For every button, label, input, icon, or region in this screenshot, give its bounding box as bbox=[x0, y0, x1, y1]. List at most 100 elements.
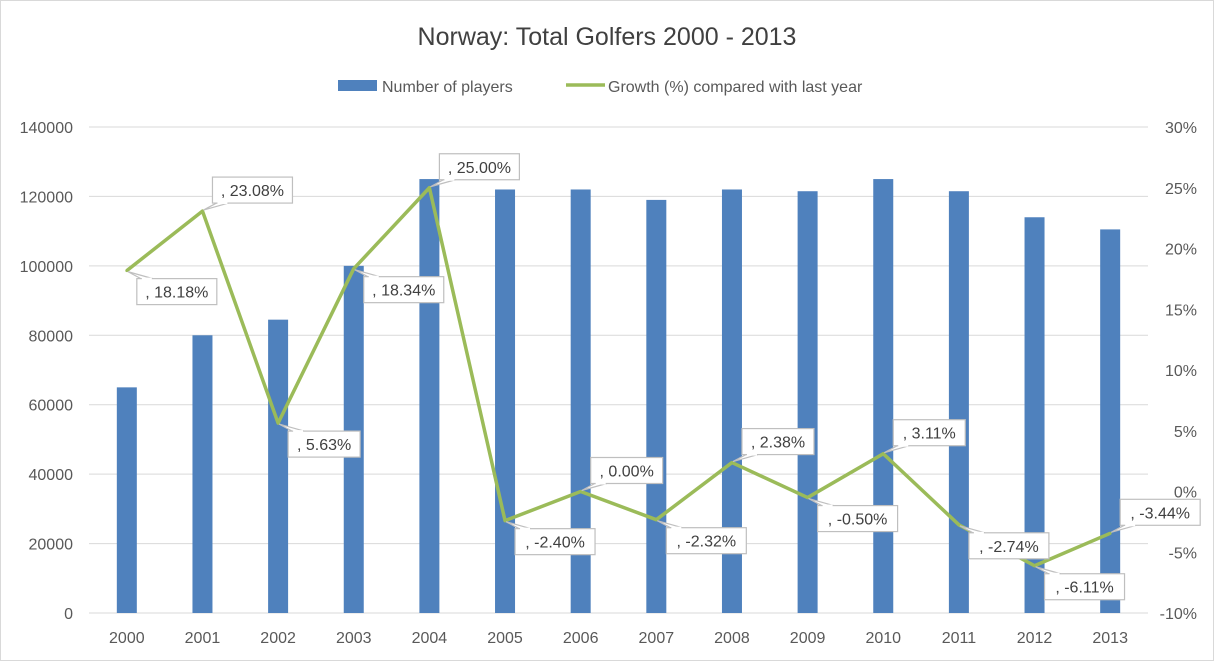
x-tick-label: 2004 bbox=[412, 630, 448, 647]
x-tick-label: 2011 bbox=[942, 630, 977, 647]
line-point bbox=[806, 496, 810, 500]
line-point bbox=[276, 421, 280, 425]
bar bbox=[268, 319, 289, 613]
legend-label-line: Growth (%) compared with last year bbox=[608, 79, 863, 96]
right-tick-label: 0% bbox=[1174, 485, 1197, 502]
bar bbox=[192, 335, 213, 613]
bar bbox=[1024, 217, 1045, 613]
data-label: , -0.50% bbox=[828, 512, 888, 529]
right-tick-label: 30% bbox=[1165, 120, 1197, 137]
bar bbox=[570, 189, 591, 613]
bar bbox=[1100, 229, 1121, 613]
line-point bbox=[579, 490, 583, 493]
left-tick-label: 80000 bbox=[29, 328, 74, 345]
x-tick-label: 2007 bbox=[639, 630, 675, 647]
line-point bbox=[503, 519, 507, 523]
x-tick-label: 2005 bbox=[487, 630, 523, 647]
data-label: , 3.11% bbox=[903, 426, 956, 443]
callout-box bbox=[817, 504, 899, 533]
x-tick-label: 2006 bbox=[563, 630, 599, 647]
legend-label-bars: Number of players bbox=[382, 79, 513, 96]
line-series bbox=[125, 186, 1112, 568]
right-tick-label: -10% bbox=[1160, 606, 1197, 623]
right-tick-label: 10% bbox=[1165, 363, 1197, 380]
x-tick-label: 2013 bbox=[1092, 630, 1128, 647]
right-tick-label: 5% bbox=[1174, 424, 1197, 441]
bar bbox=[646, 199, 667, 613]
data-label: , -2.32% bbox=[677, 534, 737, 551]
data-label-callout: , -2.40% bbox=[505, 521, 596, 556]
x-tick-label: 2001 bbox=[185, 630, 221, 647]
callout-box bbox=[665, 527, 747, 555]
callout-box bbox=[1043, 573, 1126, 601]
left-tick-label: 40000 bbox=[29, 467, 74, 484]
left-tick-label: 100000 bbox=[20, 259, 73, 276]
legend-swatch-bars bbox=[338, 80, 377, 91]
x-tick-label: 2009 bbox=[790, 630, 826, 647]
data-label-callout: , -2.32% bbox=[657, 520, 747, 555]
bar bbox=[948, 191, 969, 613]
data-label-callout: , 2.38% bbox=[732, 427, 815, 463]
line-point bbox=[957, 523, 961, 527]
callout-box bbox=[892, 419, 966, 447]
right-axis-ticks: -10% -5% 0% 5% 10% 15% 20% 25% 30% bbox=[1160, 120, 1197, 623]
line-point bbox=[1033, 564, 1037, 568]
data-label: , -2.74% bbox=[979, 539, 1039, 556]
growth-line bbox=[125, 186, 1111, 568]
x-tick-label: 2002 bbox=[260, 630, 296, 647]
bar bbox=[721, 189, 742, 613]
data-label-callout: , 5.63% bbox=[278, 423, 361, 458]
callout-pointer bbox=[127, 271, 153, 280]
bar bbox=[419, 179, 440, 614]
callout-pointer bbox=[203, 202, 229, 211]
x-axis-labels: 2000 2001 2002 2003 2004 2005 2006 2007 2008 2009… bbox=[109, 630, 1128, 647]
left-tick-label: 0 bbox=[64, 606, 73, 623]
data-label: , 18.34% bbox=[372, 283, 435, 300]
data-label-callout: , 0.00% bbox=[581, 456, 664, 492]
callout-box bbox=[968, 532, 1050, 560]
data-label-callout: , 25.00% bbox=[430, 153, 520, 188]
data-label-callout: , 18.34% bbox=[354, 269, 445, 304]
line-point bbox=[730, 461, 734, 465]
callout-box bbox=[136, 278, 218, 306]
bar-series bbox=[116, 179, 1121, 614]
chart-title: Norway: Total Golfers 2000 - 2013 bbox=[418, 23, 797, 51]
bar bbox=[116, 387, 137, 613]
x-tick-label: 2010 bbox=[865, 630, 901, 647]
line-point bbox=[200, 209, 204, 213]
data-label-callout: , -0.50% bbox=[808, 497, 899, 533]
left-tick-label: 20000 bbox=[29, 537, 74, 554]
data-label: , 25.00% bbox=[448, 160, 511, 177]
callout-box bbox=[438, 153, 520, 181]
data-label: , -2.40% bbox=[525, 535, 585, 552]
bar bbox=[873, 179, 894, 614]
data-label: , 0.00% bbox=[600, 464, 654, 481]
x-tick-label: 2008 bbox=[714, 630, 750, 647]
left-tick-label: 120000 bbox=[20, 189, 73, 206]
right-tick-label: 25% bbox=[1165, 181, 1197, 198]
line-point bbox=[352, 267, 356, 271]
line-point bbox=[654, 518, 658, 522]
bar bbox=[495, 189, 516, 613]
data-label-callout: , -2.74% bbox=[959, 525, 1050, 560]
data-label-callout: , -6.11% bbox=[1035, 566, 1126, 601]
left-axis-ticks: 0 20000 40000 60000 80000 100000 120000 140000 bbox=[20, 120, 73, 623]
callout-box bbox=[211, 176, 294, 204]
data-label: , 2.38% bbox=[751, 435, 805, 452]
data-label-callout: , 3.11% bbox=[883, 419, 966, 454]
gridlines bbox=[89, 126, 1148, 614]
callout-box bbox=[514, 528, 596, 556]
right-tick-label: 15% bbox=[1165, 302, 1197, 319]
line-point bbox=[1108, 531, 1112, 535]
line-point bbox=[125, 269, 129, 273]
data-label: , 18.18% bbox=[145, 285, 208, 302]
data-label: , 23.08% bbox=[221, 183, 284, 200]
data-label-callout: , -3.44% bbox=[1110, 498, 1201, 533]
right-tick-label: -5% bbox=[1169, 545, 1197, 562]
data-label-callout: , 23.08% bbox=[203, 176, 294, 211]
callout-box bbox=[590, 456, 664, 485]
data-label-callout: , 18.18% bbox=[127, 271, 218, 306]
right-tick-label: 20% bbox=[1165, 242, 1197, 259]
